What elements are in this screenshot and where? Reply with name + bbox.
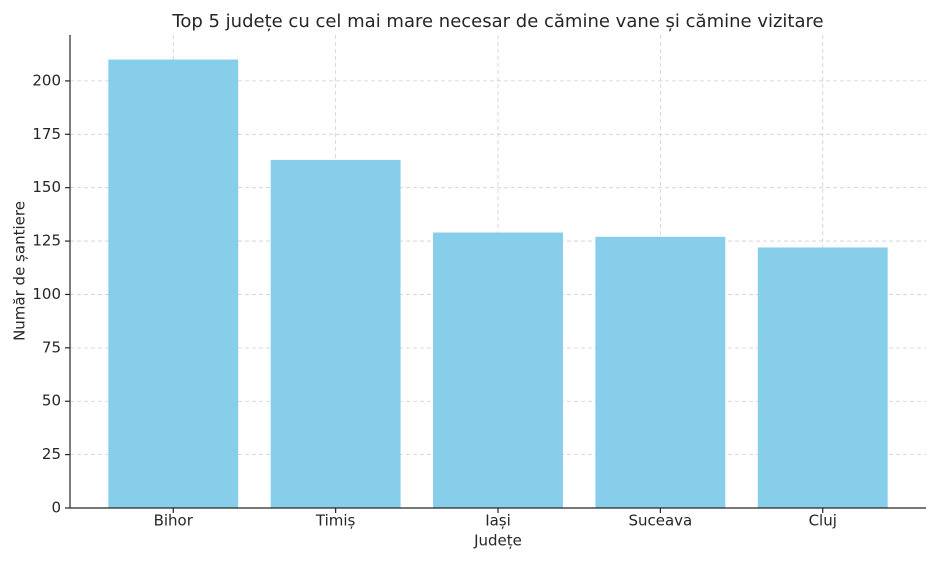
y-tick-label: 25	[42, 445, 61, 463]
x-tick-label: Suceava	[628, 512, 692, 530]
y-tick-label: 50	[42, 392, 61, 410]
bar	[595, 236, 726, 508]
y-tick-label: 175	[32, 125, 61, 143]
x-tick-label: Iași	[485, 512, 511, 530]
x-axis-label: Județe	[473, 532, 522, 550]
bar	[757, 247, 888, 508]
bar	[270, 159, 401, 508]
bar	[433, 232, 563, 509]
y-tick-label: 75	[42, 338, 61, 356]
x-tick-label: Cluj	[809, 512, 837, 530]
y-tick-label: 0	[51, 499, 61, 517]
x-tick-label: Timiș	[315, 512, 356, 530]
y-tick-label: 200	[32, 71, 61, 89]
bar	[108, 59, 239, 509]
y-axis-label: Număr de șantiere	[11, 201, 29, 341]
y-tick-label: 100	[32, 285, 61, 303]
x-tick-label: Bihor	[154, 512, 194, 530]
y-tick-label: 150	[32, 178, 61, 196]
y-tick-label: 125	[32, 232, 61, 250]
chart-title: Top 5 județe cu cel mai mare necesar de …	[171, 11, 823, 32]
